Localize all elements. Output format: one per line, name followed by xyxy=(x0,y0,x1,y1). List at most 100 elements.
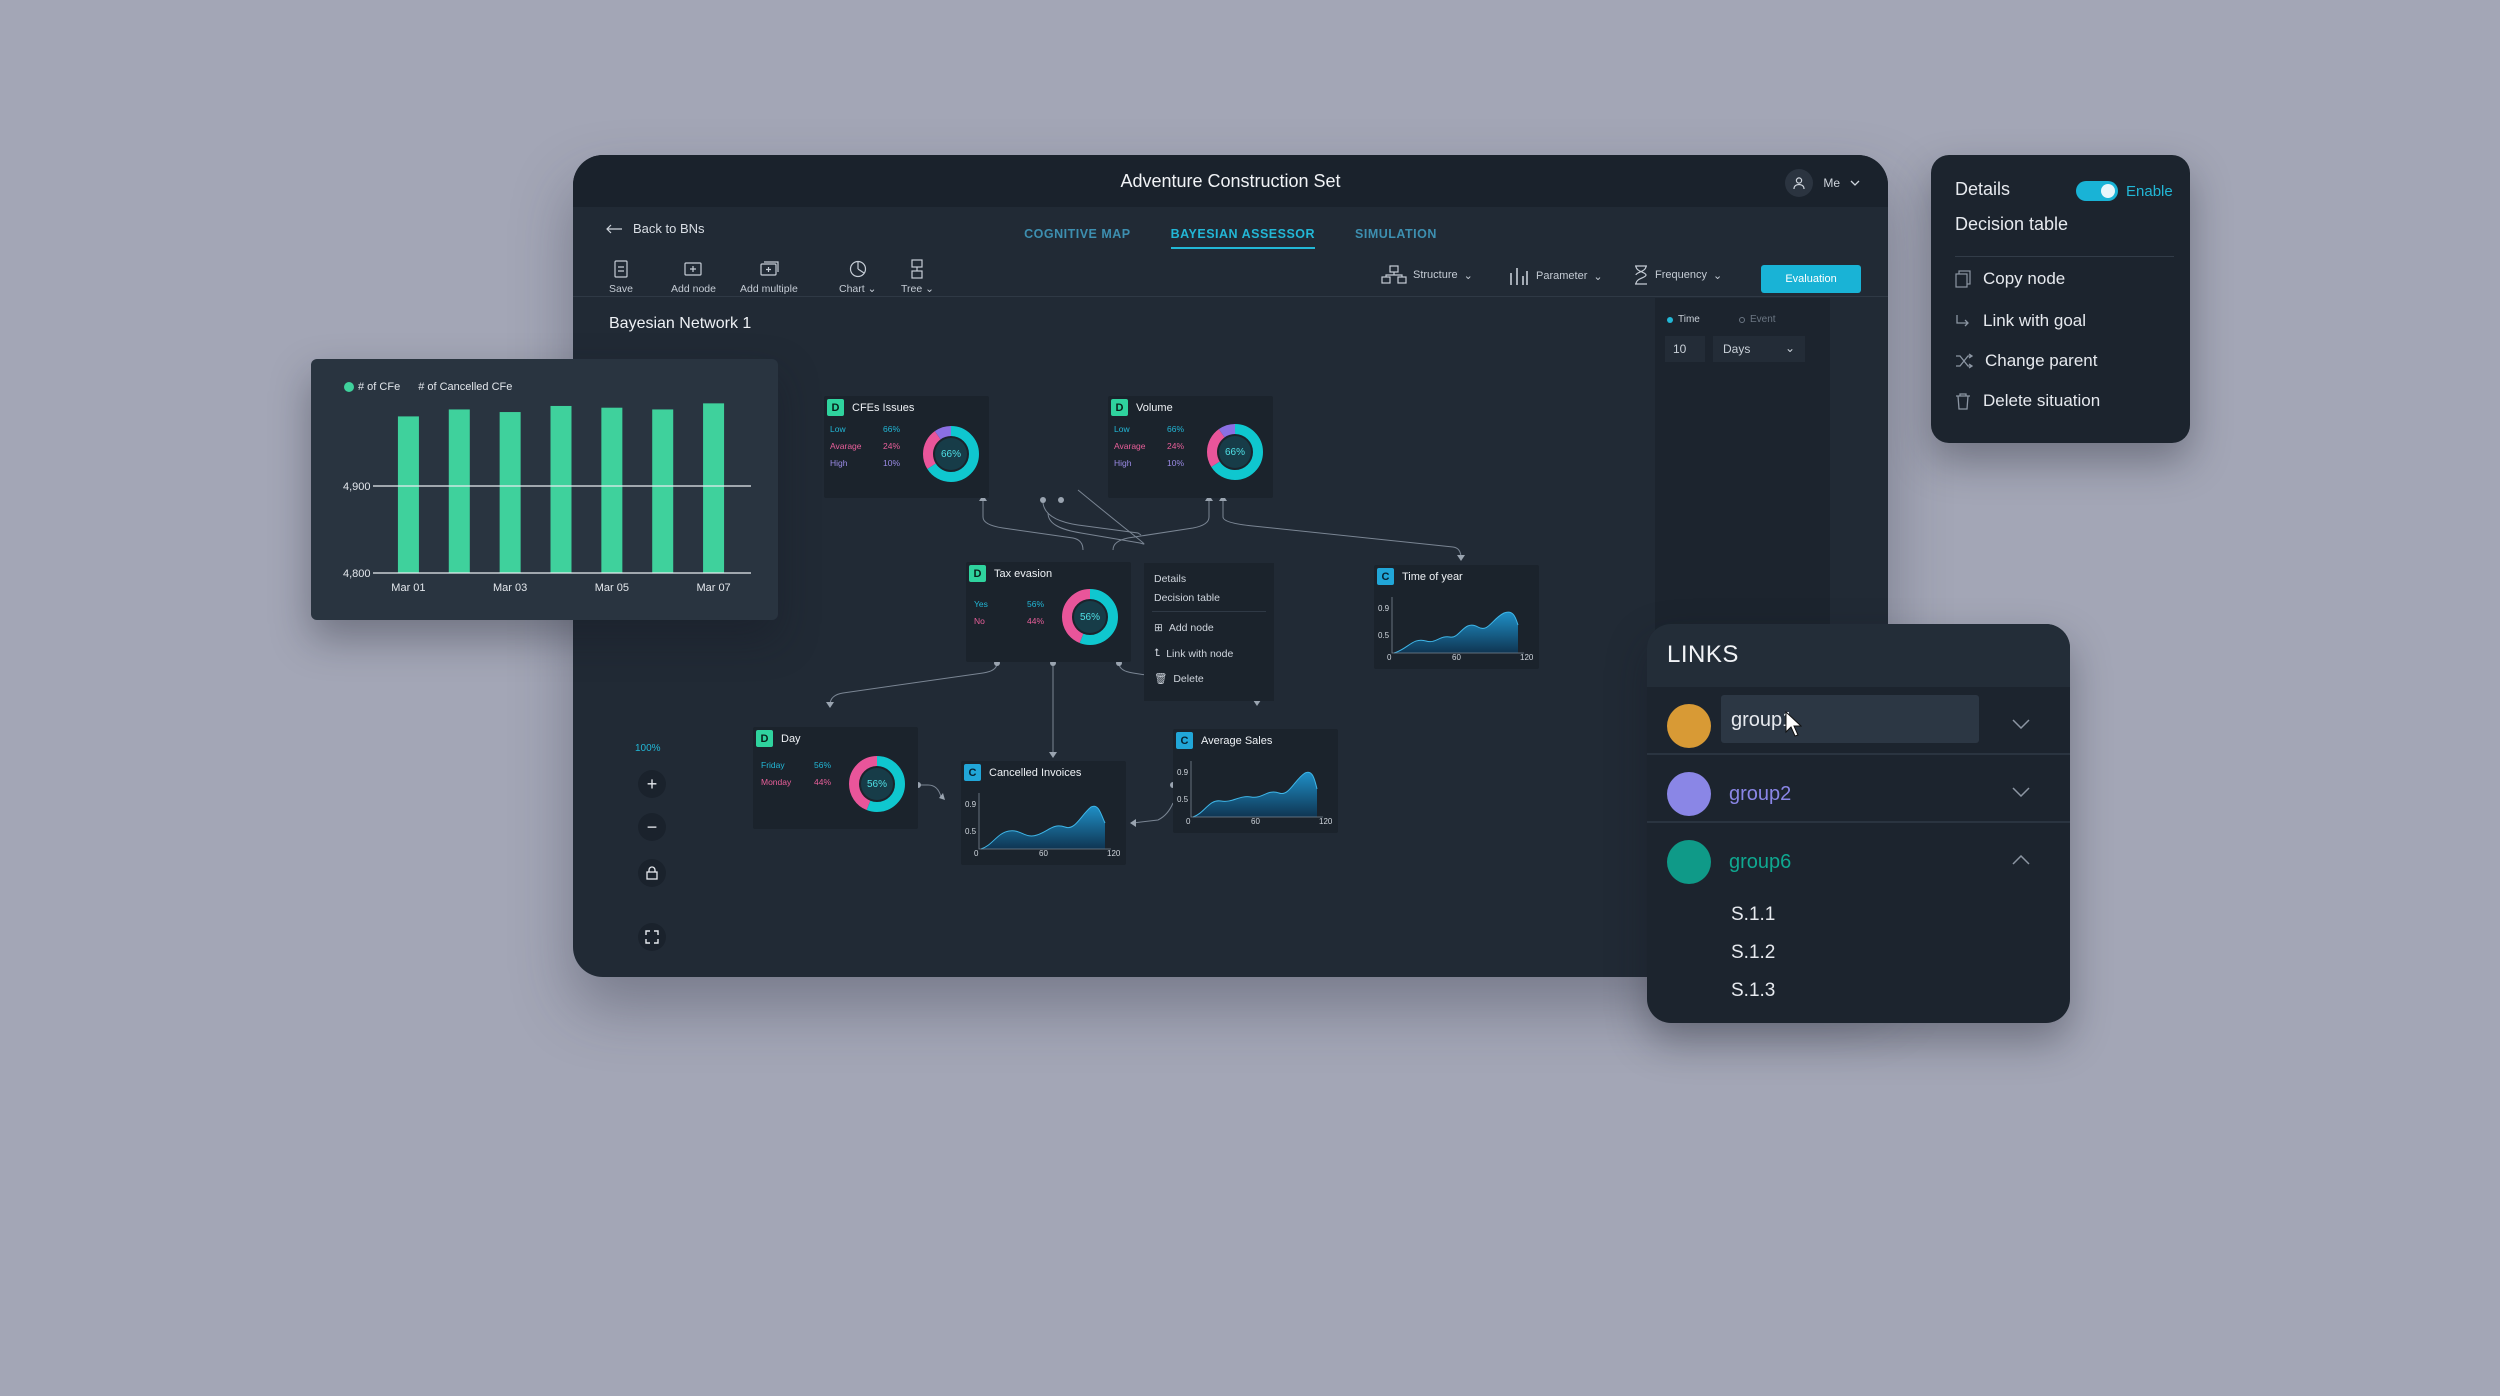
x-tick-label: Mar 05 xyxy=(595,582,629,594)
chevron-down-icon: ⌄ xyxy=(1463,269,1473,282)
node-states: Low 66% Avarage 24% High 10% xyxy=(830,421,900,472)
node-states: Low 66% Avarage 24% High 10% xyxy=(1114,421,1184,472)
tree-button[interactable]: Tree ⌄ xyxy=(901,259,934,295)
node-header: C Average Sales xyxy=(1176,732,1272,749)
donut-chart: 56% xyxy=(849,756,905,812)
parameter-dropdown[interactable]: Parameter ⌄ xyxy=(1508,265,1603,287)
tab-bayesian-assessor[interactable]: BAYESIAN ASSESSOR xyxy=(1170,227,1316,249)
group-row-group1[interactable]: group1 xyxy=(1647,687,2070,755)
shuffle-icon xyxy=(1956,353,1973,369)
structure-dropdown[interactable]: Structure ⌄ xyxy=(1381,265,1473,285)
frequency-dropdown[interactable]: Frequency ⌄ xyxy=(1633,265,1722,285)
group-name-input[interactable] xyxy=(1721,695,1979,743)
state-row: Monday 44% xyxy=(761,777,831,787)
chevron-down-icon xyxy=(2012,719,2030,729)
chevron-up-icon xyxy=(2012,855,2030,865)
y-tick-labels: 0.9 0.5 xyxy=(1378,604,1390,640)
node-header: D Volume xyxy=(1111,399,1173,416)
node-context-menu: Details Decision table ⊞ Add node ⮤ Link w… xyxy=(1144,563,1274,701)
event-radio-label: Event xyxy=(1750,314,1776,325)
divider xyxy=(1955,256,2174,257)
distribution-area-chart xyxy=(1391,597,1524,654)
bar xyxy=(397,416,419,573)
bar-chart: 4,900 4,800 Mar 01 Mar 03 Mar 05 Mar 07 xyxy=(343,403,751,594)
node-header: C Cancelled Invoices xyxy=(964,764,1081,781)
decision-table-item[interactable]: Decision table xyxy=(1955,214,2069,234)
trash-icon xyxy=(1956,393,1970,410)
sub-item[interactable]: S.1.3 xyxy=(1731,980,1776,1001)
node-volume[interactable]: D Volume Low 66% Avarage 24% High 10% 66% xyxy=(1108,396,1273,498)
structure-label: Structure xyxy=(1413,269,1458,281)
save-button[interactable]: Save xyxy=(609,259,633,295)
tab-simulation[interactable]: SIMULATION xyxy=(1355,227,1437,241)
state-row: Low 66% xyxy=(830,424,900,434)
node-title: Volume xyxy=(1136,401,1173,414)
lock-icon xyxy=(646,866,658,880)
add-node-icon xyxy=(684,262,703,276)
y-tick-label: 4,900 xyxy=(343,481,371,493)
time-unit-select[interactable]: Days ⌄ xyxy=(1713,336,1805,362)
enable-label: Enable xyxy=(2126,183,2173,200)
y-tick-zero: 0 xyxy=(974,849,979,858)
node-time-of-year[interactable]: C Time of year 0.9 0.5 0 60 120 xyxy=(1374,565,1539,669)
state-row: High 10% xyxy=(1114,458,1184,468)
fullscreen-button[interactable] xyxy=(638,923,666,951)
x-tick-label: Mar 03 xyxy=(493,582,527,594)
state-row: Avarage 24% xyxy=(1114,441,1184,451)
event-radio[interactable]: Event xyxy=(1739,314,1776,325)
time-value-input[interactable]: 10 xyxy=(1665,336,1705,362)
bar-chart-icon xyxy=(1510,268,1528,285)
x-tick-label: 120 xyxy=(1319,817,1333,826)
group-row-group6[interactable]: group6 xyxy=(1647,823,2070,891)
link-with-goal-item[interactable]: Link with goal xyxy=(1955,311,2086,331)
change-parent-item[interactable]: Change parent xyxy=(1955,351,2097,371)
chart-legend: # of CFe # of Cancelled CFe xyxy=(344,381,512,393)
links-title: LINKS xyxy=(1667,641,1739,668)
donut-chart: 66% xyxy=(1207,424,1263,480)
node-average-sales[interactable]: C Average Sales 0.9 0.5 0 60 120 xyxy=(1173,729,1338,833)
node-title: Cancelled Invoices xyxy=(989,766,1082,779)
add-node-button[interactable]: Add node xyxy=(671,259,716,295)
enable-toggle[interactable] xyxy=(2076,181,2118,201)
zoom-in-button[interactable]: + xyxy=(638,770,666,798)
minus-icon: − xyxy=(646,816,658,837)
node-cfes-issues[interactable]: D CFEs Issues Low 66% Avarage 24% High 10% … xyxy=(824,396,989,498)
node-title: CFEs Issues xyxy=(852,401,915,414)
time-unit-value: Days xyxy=(1723,342,1751,356)
chevron-down-icon xyxy=(2012,787,2030,797)
y-tick-label: 4,800 xyxy=(343,568,371,580)
back-link[interactable]: Back to BNs xyxy=(605,221,705,236)
sub-item[interactable]: S.1.2 xyxy=(1731,942,1776,963)
node-day[interactable]: D Day Friday 56% Monday 44% 56% xyxy=(753,727,918,829)
node-title: Day xyxy=(781,732,801,745)
menu-item-decision-table[interactable]: Decision table xyxy=(1154,592,1220,604)
menu-item-link-with-node[interactable]: ⮤ Link with node xyxy=(1154,647,1234,660)
state-row: Avarage 24% xyxy=(830,441,900,451)
menu-item-delete[interactable]: 🗑 Delete xyxy=(1154,672,1204,686)
tab-cognitive-map[interactable]: COGNITIVE MAP xyxy=(1024,227,1131,241)
state-row: No 44% xyxy=(974,616,1044,626)
sub-item[interactable]: S.1.1 xyxy=(1731,904,1776,925)
chart-button[interactable]: Chart ⌄ xyxy=(839,259,876,295)
link-icon: ⮤ xyxy=(1154,647,1161,659)
x-tick-label: 120 xyxy=(1520,653,1534,662)
evaluation-button[interactable]: Evaluation xyxy=(1761,265,1861,293)
node-type-badge: D xyxy=(969,565,986,582)
add-multiple-button[interactable]: Add multiple xyxy=(740,259,798,295)
zoom-out-button[interactable]: − xyxy=(638,813,666,841)
group-color-avatar xyxy=(1667,704,1711,748)
node-cancelled-invoices[interactable]: C Cancelled Invoices 0.9 0.5 0 60 120 xyxy=(961,761,1126,865)
menu-item-details[interactable]: Details xyxy=(1154,573,1187,585)
delete-situation-item[interactable]: Delete situation xyxy=(1955,391,2100,411)
time-radio[interactable]: Time xyxy=(1667,314,1700,325)
copy-node-item[interactable]: Copy node xyxy=(1955,269,2065,289)
details-label: Details xyxy=(1955,179,2011,199)
chevron-down-icon xyxy=(1850,180,1860,186)
node-type-badge: C xyxy=(1377,568,1394,585)
group-row-group2[interactable]: group2 xyxy=(1647,755,2070,823)
user-menu[interactable]: Me xyxy=(1785,169,1860,197)
node-type-badge: D xyxy=(756,730,773,747)
node-tax-evasion[interactable]: D Tax evasion Yes 56% No 44% 56% xyxy=(966,562,1131,662)
lock-button[interactable] xyxy=(638,859,666,887)
menu-item-add-node[interactable]: ⊞ Add node xyxy=(1154,622,1214,634)
